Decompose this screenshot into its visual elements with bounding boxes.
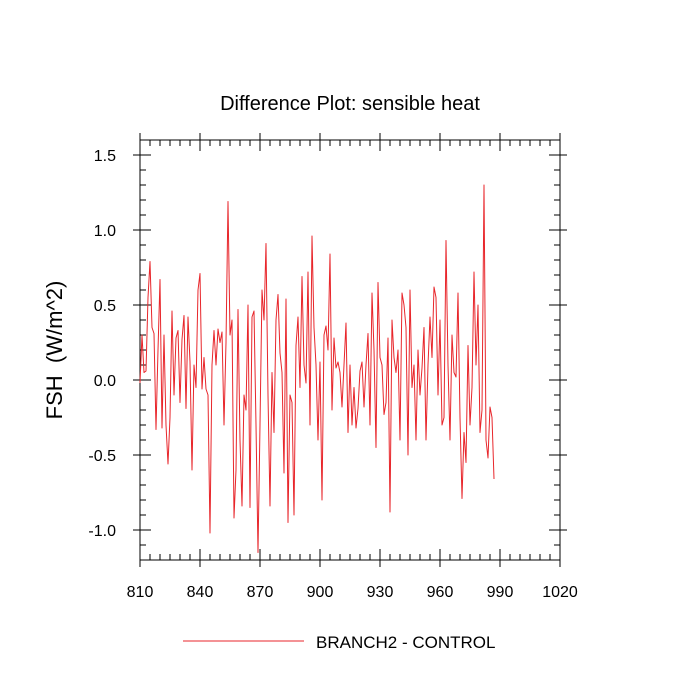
y-tick-label-0: 0.0	[94, 373, 116, 390]
y-tick-label--1: -1.0	[88, 523, 116, 540]
series-layer	[139, 184, 495, 553]
x-tick-label-900: 900	[307, 584, 334, 601]
axis-ticks	[133, 133, 567, 567]
axis-tick-labels: 810 840 870 900 930 960 990 1020 -1.0 -0.5 0.0 0.5 1…	[88, 148, 577, 601]
y-tick-label-1_5: 1.5	[94, 148, 116, 165]
y-tick-label-1: 1.0	[94, 223, 116, 240]
y-tick-label--0_5: -0.5	[88, 448, 116, 465]
legend-label-branch2-control: BRANCH2 - CONTROL	[316, 633, 495, 652]
y-tick-label-0_5: 0.5	[94, 298, 116, 315]
plot-frame	[139, 139, 561, 561]
chart-title: Difference Plot: sensible heat	[220, 93, 480, 115]
legend: BRANCH2 - CONTROL	[183, 633, 495, 652]
y-axis-label: FSH (W/m^2)	[42, 281, 67, 420]
x-tick-label-810: 810	[127, 584, 154, 601]
x-tick-label-1020: 1020	[542, 584, 578, 601]
x-tick-label-840: 840	[187, 584, 214, 601]
x-tick-label-930: 930	[367, 584, 394, 601]
series-line-0	[139, 184, 495, 553]
x-tick-label-870: 870	[247, 584, 274, 601]
x-tick-label-990: 990	[487, 584, 514, 601]
x-tick-label-960: 960	[427, 584, 454, 601]
plot-area	[139, 139, 561, 561]
